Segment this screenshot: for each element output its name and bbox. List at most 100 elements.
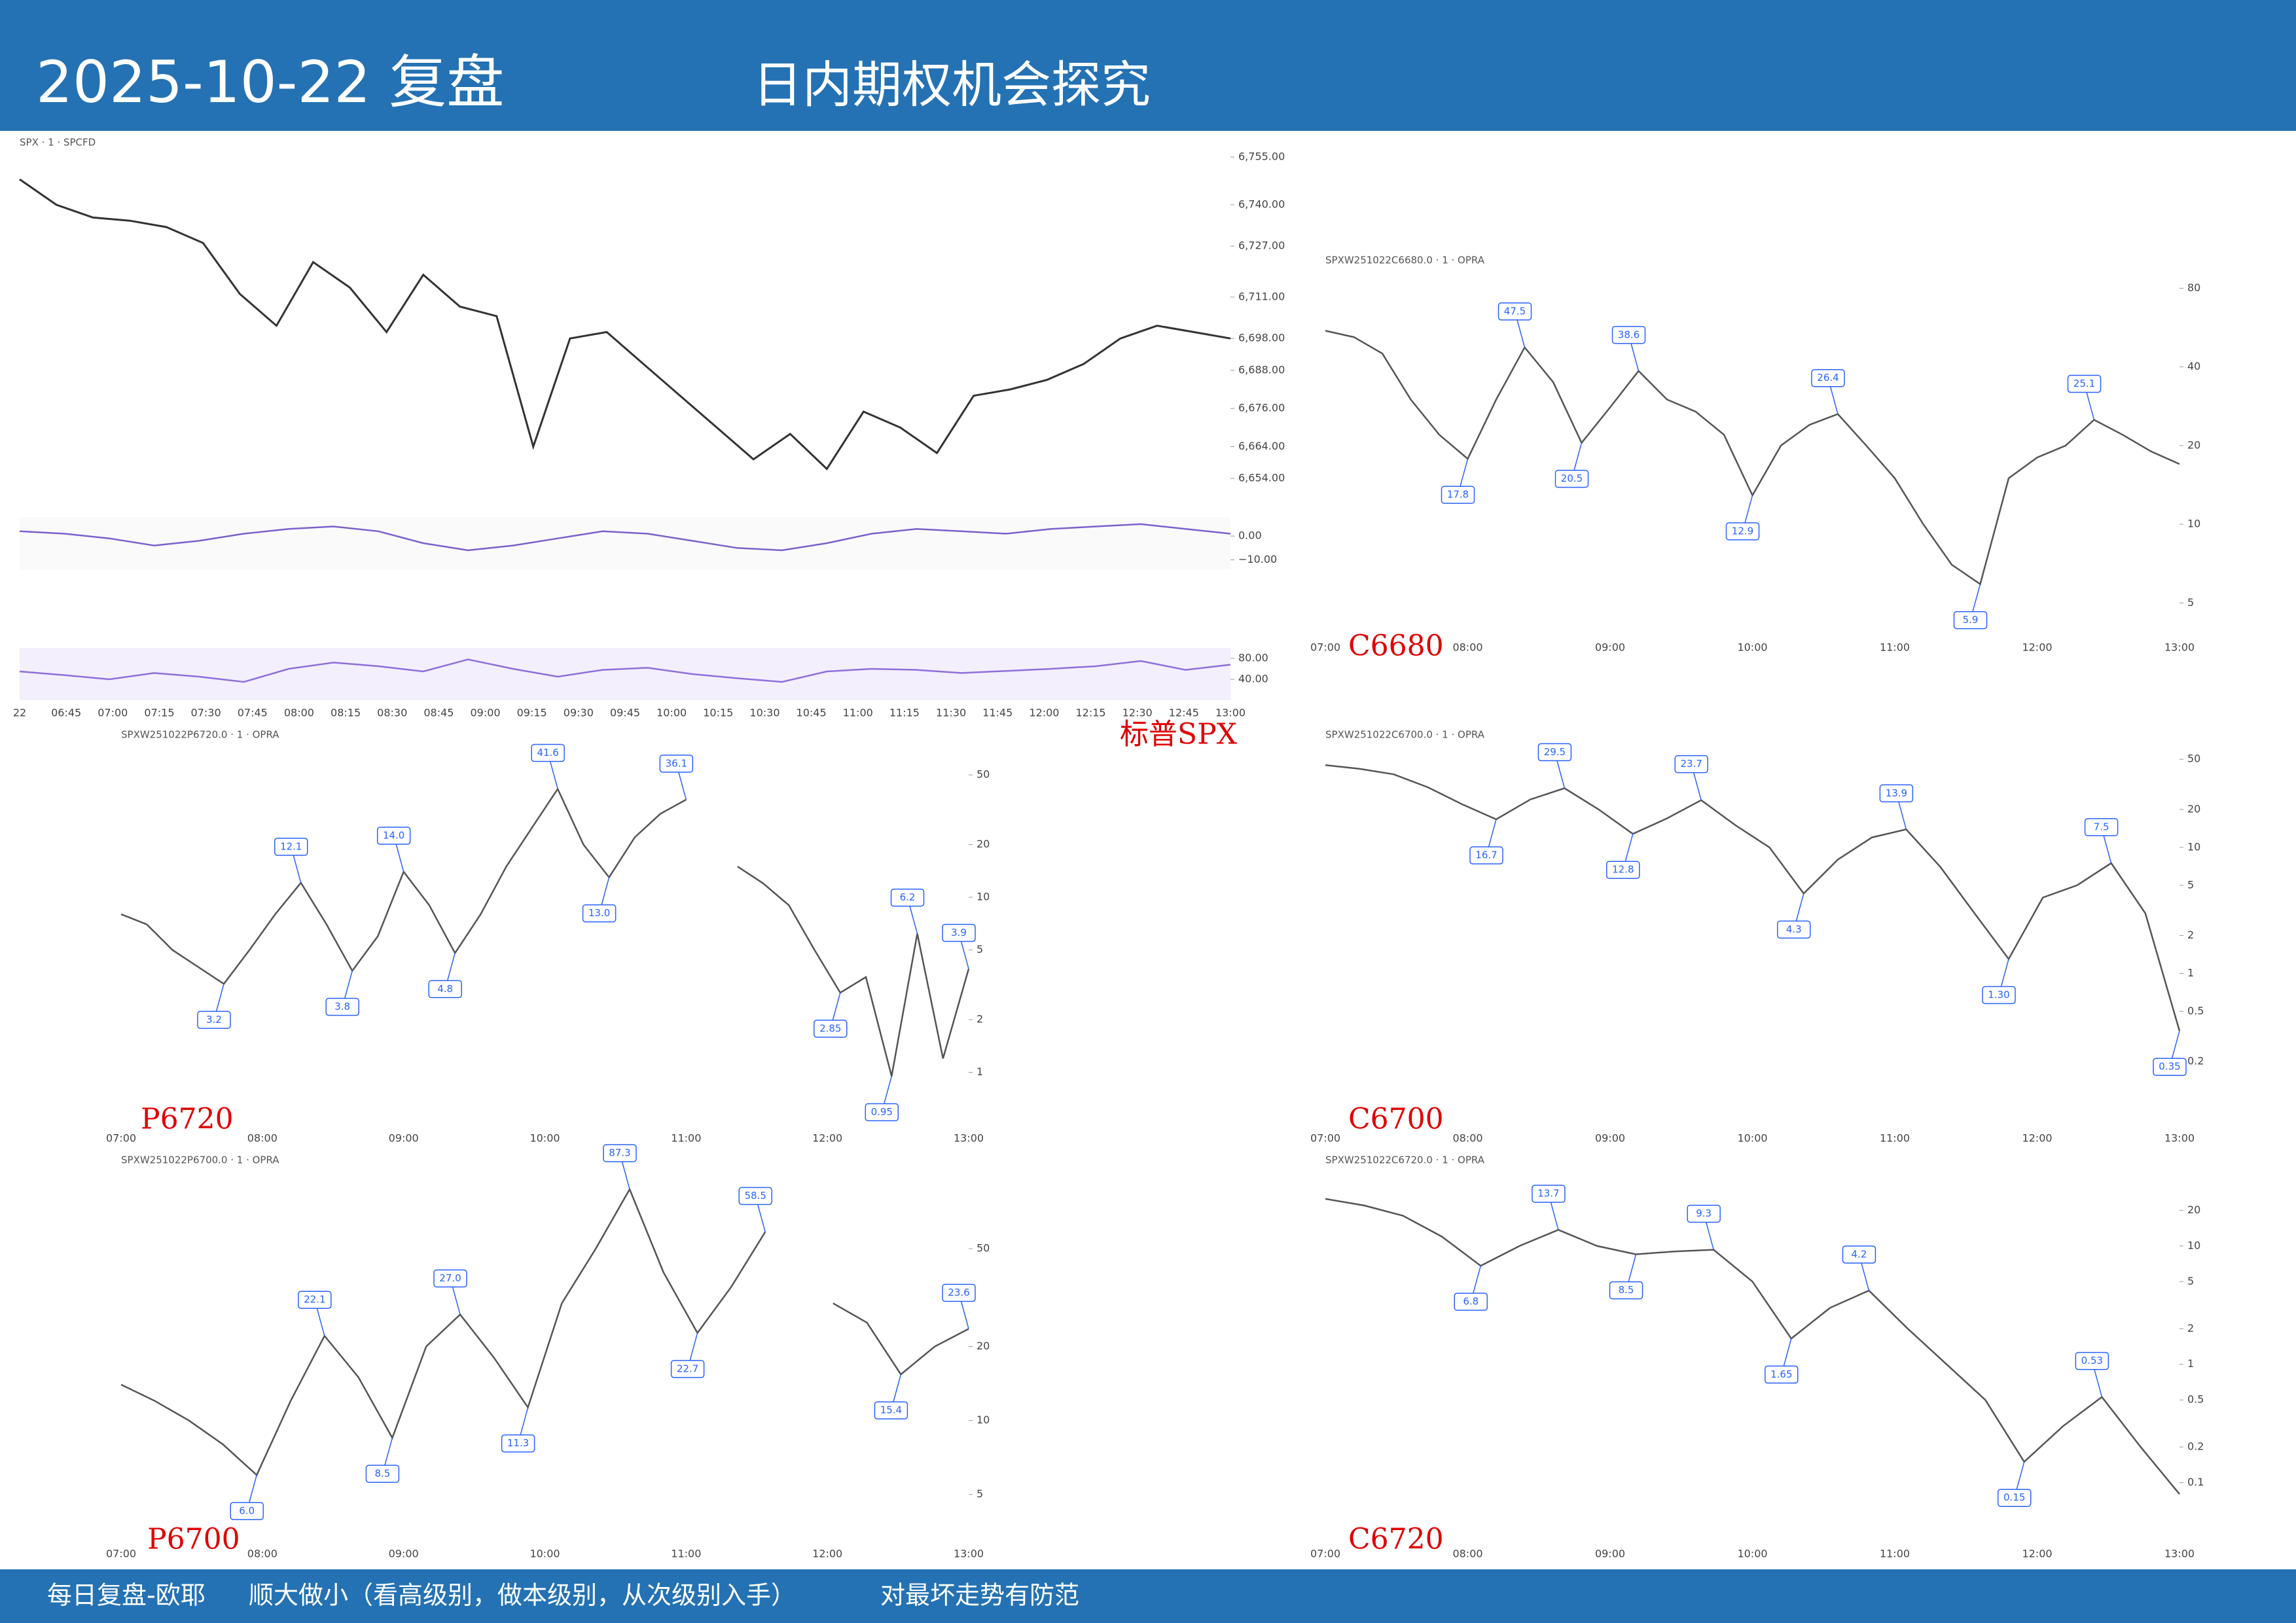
callout-box <box>1687 1204 1721 1223</box>
y-tick-label: 1 <box>2187 967 2194 979</box>
time-label: 07:00 <box>1310 641 1340 654</box>
callout-box <box>365 1465 400 1483</box>
time-label: 07:30 <box>191 707 221 719</box>
macd-panel <box>20 517 1230 569</box>
callout-label: 3.9 <box>951 927 967 938</box>
callout-box <box>325 997 359 1016</box>
y-tick-label: 2 <box>2187 929 2194 941</box>
time-label: 11:45 <box>982 707 1013 719</box>
callout-box <box>2067 374 2102 393</box>
panel-label: 标普SPX <box>1120 718 1238 751</box>
callout-label: 4.8 <box>437 983 453 995</box>
time-label: 09:00 <box>1595 641 1625 654</box>
callout-box <box>874 1401 908 1419</box>
callout-label: 0.35 <box>2159 1061 2180 1073</box>
callout-label: 26.4 <box>1817 372 1839 383</box>
callout-label: 29.5 <box>1544 746 1566 758</box>
footer-right: 对最坏走势有防范 <box>880 1581 1079 1610</box>
callout-box <box>376 827 411 845</box>
callout-label: 1.30 <box>1988 989 2009 1001</box>
callout-box <box>1469 846 1503 865</box>
callout-label: 27.0 <box>439 1272 461 1284</box>
callout-label: 15.4 <box>880 1404 902 1416</box>
time-label: 07:00 <box>106 1132 136 1145</box>
time-label: 11:00 <box>1880 641 1910 654</box>
y-tick-label: 10 <box>2187 840 2200 853</box>
symbol-label: SPXW251022P6720.0 · 1 · OPRA <box>121 729 279 741</box>
symbol-label: SPXW251022C6700.0 · 1 · OPRA <box>1325 729 1485 741</box>
callout-box <box>1777 920 1811 939</box>
y-tick-label: 1 <box>2187 1357 2194 1370</box>
callout-label: 36.1 <box>666 757 687 769</box>
time-label: 09:00 <box>1595 1548 1625 1560</box>
y-tick-label: 0.00 <box>1238 529 1262 542</box>
y-tick-label: 5 <box>977 1488 983 1500</box>
time-label: 09:15 <box>517 707 547 719</box>
callout-box <box>531 743 565 762</box>
time-label: 10:45 <box>797 707 827 719</box>
y-tick-label: 20 <box>977 1340 990 1352</box>
time-label: 10:30 <box>749 707 780 719</box>
footer-middle: 顺大做小（看高级别，做本级别，从次级别入手） <box>249 1581 796 1610</box>
time-label: 09:45 <box>610 707 640 719</box>
panel-label: C6700 <box>1348 1103 1444 1136</box>
callout-label: 4.2 <box>1852 1249 1867 1260</box>
callout-label: 38.6 <box>1618 329 1640 340</box>
y-tick-label: 40 <box>2187 360 2200 372</box>
time-label: 10:00 <box>1737 641 1767 654</box>
time-label: 08:30 <box>377 707 407 719</box>
time-label: 08:00 <box>247 1132 278 1145</box>
callout-label: 4.3 <box>1786 923 1802 935</box>
time-label: 09:00 <box>389 1548 419 1560</box>
callout-box <box>2075 1351 2109 1370</box>
time-label: 11:30 <box>936 707 966 719</box>
time-label: 11:15 <box>889 707 920 719</box>
y-tick-label: 6,664.00 <box>1238 440 1285 452</box>
panel-label: P6720 <box>141 1103 234 1136</box>
y-tick-label: 0.2 <box>2187 1440 2204 1453</box>
callout-label: 41.6 <box>537 747 558 758</box>
time-label: 07:15 <box>144 707 174 719</box>
callout-label: 23.7 <box>1680 758 1702 770</box>
time-label: 07:00 <box>106 1548 136 1560</box>
callout-box <box>1725 522 1760 541</box>
callout-label: 47.5 <box>1504 305 1526 317</box>
footer-left: 每日复盘-欧耶 <box>47 1581 206 1610</box>
callout-label: 25.1 <box>2073 378 2095 389</box>
time-label: 10:00 <box>529 1548 560 1560</box>
time-label: 11:00 <box>1880 1548 1910 1560</box>
callout-label: 58.5 <box>744 1190 766 1202</box>
callout-label: 0.53 <box>2081 1355 2103 1366</box>
panel-label: C6720 <box>1348 1523 1444 1556</box>
callout-label: 0.15 <box>2003 1491 2025 1503</box>
time-label: 13:00 <box>2164 1132 2195 1145</box>
time-label: 12:00 <box>1029 707 1059 719</box>
time-label: 09:00 <box>1595 1132 1625 1145</box>
time-label: 13:00 <box>954 1548 984 1560</box>
callout-box <box>1606 861 1640 879</box>
time-label: 13:00 <box>2164 641 2195 654</box>
rsi-panel <box>20 648 1230 700</box>
callout-box <box>1609 1281 1643 1300</box>
callout-box <box>1554 469 1589 488</box>
time-label: 12:30 <box>1122 707 1153 719</box>
time-label: 10:00 <box>656 707 687 719</box>
time-label: 11:00 <box>671 1132 701 1145</box>
callout-box <box>1441 486 1475 504</box>
y-tick-label: 5 <box>2187 596 2194 609</box>
callout-box <box>814 1020 848 1038</box>
callout-box <box>1498 302 1532 321</box>
callout-box <box>298 1291 332 1309</box>
callout-label: 13.0 <box>588 907 610 919</box>
panel-label: C6680 <box>1348 630 1444 663</box>
price-line <box>19 658 1231 683</box>
callout-box <box>197 1010 231 1029</box>
time-label: 10:15 <box>703 707 733 719</box>
callout-label: 12.1 <box>280 840 302 852</box>
callout-label: 13.9 <box>1886 787 1907 799</box>
callout-label: 3.8 <box>334 1001 350 1012</box>
callout-label: 20.5 <box>1561 473 1583 484</box>
y-tick-label: 2 <box>977 1013 983 1026</box>
price-line <box>120 1187 969 1476</box>
